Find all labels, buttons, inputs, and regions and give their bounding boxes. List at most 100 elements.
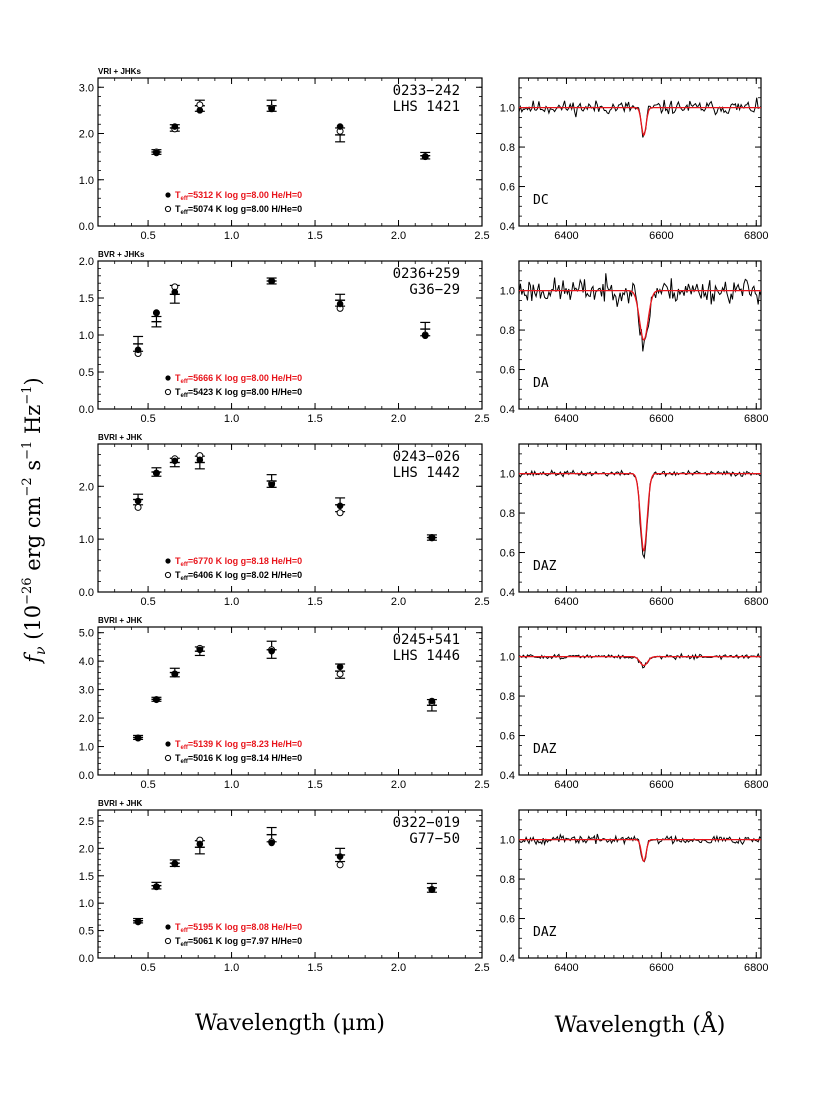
spectrum-x-tick-label: 6800	[744, 962, 768, 974]
spectrum-panel: 6400 6600 6800 0.4 0.6 0.8 1.0 DAZ	[500, 809, 768, 974]
model-he-point	[153, 696, 160, 703]
model-h-point	[336, 861, 344, 869]
sed-y-tick-label: 4.0	[79, 656, 94, 668]
model-fit-line	[519, 106, 761, 137]
sed-x-tick-label: 0.5	[140, 779, 155, 791]
y-axis-label-f: f	[21, 652, 45, 665]
model-he-point	[196, 840, 204, 848]
y-axis-label-e2: −2	[20, 477, 35, 496]
sed-x-tick-label: 1.0	[224, 962, 239, 974]
legend-he-text: Teff=6770 K log g=8.18 He/H=0	[175, 556, 302, 568]
sed-x-tick-label: 1.0	[224, 413, 239, 425]
spectrum-x-tick-label: 6400	[554, 962, 578, 974]
photometry-label: BVR + JHKs	[98, 250, 145, 259]
sed-x-tick-label: 0.5	[140, 413, 155, 425]
legend-he-text: Teff=5666 K log g=8.00 He/H=0	[175, 373, 302, 385]
star-name: 0245+541	[393, 632, 460, 648]
legend-he-text: Teff=5312 K log g=8.00 He/H=0	[175, 190, 302, 202]
sed-x-tick-label: 1.5	[307, 596, 322, 608]
star-name: 0236+259	[393, 266, 460, 282]
photometry-label: VRI + JHKs	[98, 67, 141, 76]
sed-y-tick-label: 2.0	[79, 256, 94, 268]
model-he-point	[421, 153, 429, 160]
model-he-point	[134, 734, 142, 742]
model-h-point	[196, 101, 204, 109]
photometry-label: BVRI + JHK	[98, 799, 142, 808]
model-he-point	[153, 309, 160, 317]
spectrum-y-tick-label: 0.4	[500, 953, 515, 965]
sed-x-tick-label: 2.0	[391, 962, 406, 974]
model-he-point	[171, 457, 179, 465]
sed-x-tick-label: 2.0	[391, 230, 406, 242]
legend-h-text: Teff=5061 K log g=7.97 H/He=0	[175, 936, 302, 948]
spectrum-x-tick-label: 6800	[744, 779, 768, 791]
model-he-point	[428, 534, 436, 542]
star-alias: G36−29	[409, 282, 460, 298]
spectrum-panel: 6400 6600 6800 0.4 0.6 0.8 1.0 DAZ	[500, 443, 768, 608]
sed-x-tick-label: 1.5	[307, 230, 322, 242]
legend-he-marker	[165, 924, 171, 930]
panels: 0.5 1.0 1.5 2.0 2.5 0.0 1.0 2.0 3.0 VRI + JHKs 023…	[79, 67, 769, 974]
y-axis-label-e3: −1	[20, 441, 35, 460]
sed-panel-3: 0.5 1.0 1.5 2.0 2.5 0.0 1.0 2.0 3.0 4.0 5.0 BVRI + …	[79, 616, 769, 791]
observed-point	[151, 315, 162, 328]
legend-h-text: Teff=5423 K log g=8.00 H/He=0	[175, 387, 302, 399]
sed-y-tick-label: 1.0	[79, 898, 94, 910]
photometry-label: BVRI + JHK	[98, 433, 142, 442]
legend-h-text: Teff=5074 K log g=8.00 H/He=0	[175, 204, 302, 216]
model-h-point	[336, 509, 344, 517]
model-he-point	[153, 469, 160, 477]
spectrum-x-tick-label: 6800	[744, 596, 768, 608]
sed-x-tick-label: 2.5	[474, 413, 489, 425]
spectrum-x-tick-label: 6600	[649, 779, 673, 791]
spectrum-frame	[518, 809, 762, 959]
legend-he-marker	[165, 741, 171, 747]
legend-h-marker	[164, 388, 172, 396]
spectrum-y-tick-label: 0.8	[500, 691, 515, 703]
sed-x-tick-label: 0.5	[140, 596, 155, 608]
model-he-point	[171, 288, 179, 296]
spectrum-y-tick-label: 1.0	[500, 835, 515, 847]
sed-x-tick-label: 1.5	[307, 962, 322, 974]
sed-y-tick-label: 2.0	[79, 481, 94, 493]
sed-panel-1: 0.5 1.0 1.5 2.0 2.5 0.0 0.5 1.0 1.5 2.0 BVR + JHKs…	[79, 250, 769, 425]
spectrum-frame	[518, 626, 762, 776]
legend-he-marker	[165, 375, 171, 381]
sed-x-tick-label: 2.5	[474, 596, 489, 608]
model-he-point	[196, 456, 204, 464]
sed-y-tick-label: 0.0	[79, 587, 94, 599]
spectrum-y-tick-label: 0.8	[500, 874, 515, 886]
model-he-point	[428, 886, 436, 893]
sed-y-tick-label: 0.0	[79, 953, 94, 965]
sed-x-tick-label: 1.0	[224, 779, 239, 791]
sed-panel-0: 0.5 1.0 1.5 2.0 2.5 0.0 1.0 2.0 3.0 VRI + JHKs 023…	[79, 67, 769, 242]
sed-x-tick-label: 2.0	[391, 413, 406, 425]
y-axis-label-p4: Hz	[21, 405, 45, 441]
model-fit-line	[519, 289, 761, 341]
spectrum-panel: 6400 6600 6800 0.4 0.6 0.8 1.0 DC	[500, 77, 768, 242]
model-he-point	[428, 697, 436, 705]
sed-x-tick-label: 2.5	[474, 962, 489, 974]
observed-spectrum-line	[518, 273, 762, 352]
sed-x-tick-label: 0.5	[140, 962, 155, 974]
x-axis-label-right: Wavelength (Å)	[555, 1010, 726, 1038]
model-he-point	[153, 883, 160, 891]
sed-x-tick-label: 1.0	[224, 596, 239, 608]
spectrum-x-tick-label: 6600	[649, 596, 673, 608]
model-he-point	[171, 123, 179, 130]
sed-y-tick-label: 0.5	[79, 926, 94, 938]
spectrum-y-tick-label: 0.6	[500, 365, 515, 377]
legend-h-marker	[164, 937, 172, 945]
spectral-type-label: DAZ	[533, 559, 557, 574]
sed-y-tick-label: 1.0	[79, 330, 94, 342]
model-he-point	[134, 497, 142, 505]
spectrum-x-tick-label: 6400	[554, 779, 578, 791]
spectrum-y-tick-label: 0.6	[500, 731, 515, 743]
sed-y-tick-label: 0.5	[79, 367, 94, 379]
y-axis-label-nu: ν	[33, 646, 49, 655]
sed-y-tick-label: 1.0	[79, 175, 94, 187]
sed-y-tick-label: 2.5	[79, 816, 94, 828]
spectrum-panel: 6400 6600 6800 0.4 0.6 0.8 1.0 DAZ	[500, 626, 768, 791]
model-he-point	[268, 647, 275, 655]
